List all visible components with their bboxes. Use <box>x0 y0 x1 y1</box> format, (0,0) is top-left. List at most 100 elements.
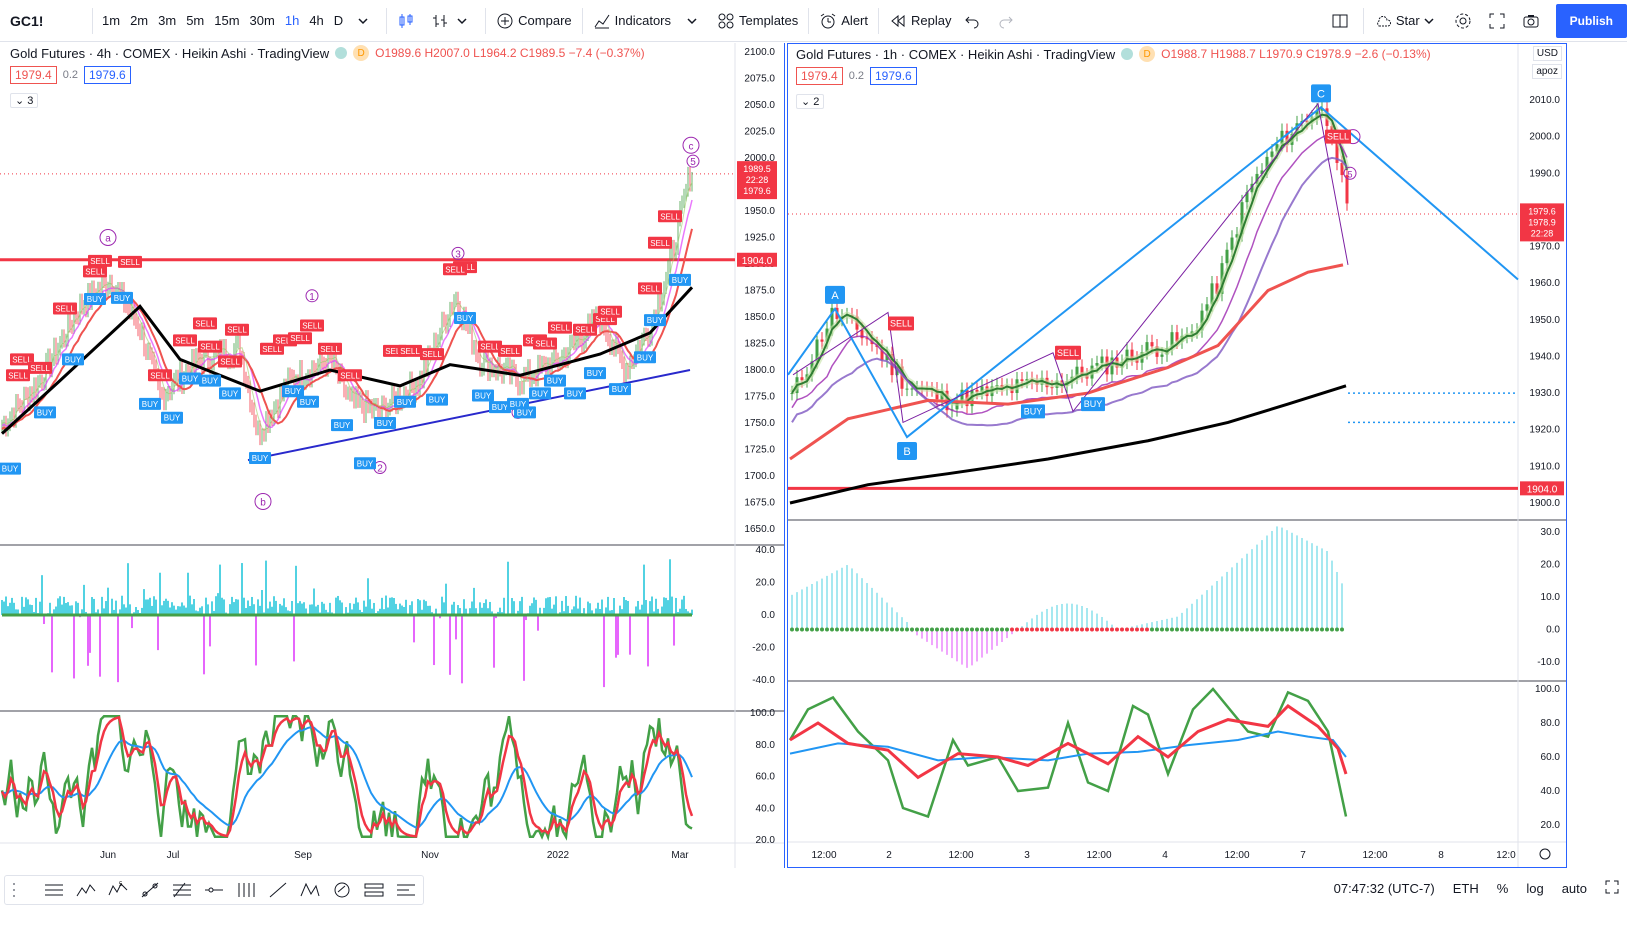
interval-15m[interactable]: 15m <box>214 13 240 28</box>
indicators-button[interactable]: Indicators <box>587 0 677 42</box>
time-tick-label: Sep <box>294 850 312 861</box>
fullscreen-corner-icon[interactable] <box>1605 880 1619 897</box>
time-tick-label: Jul <box>167 850 180 861</box>
symbol-search[interactable]: GC1! <box>10 12 44 29</box>
text-tool-icon[interactable] <box>363 880 385 900</box>
sell-signal-tag <box>533 337 557 350</box>
price-tick-label: 1725.0 <box>744 445 775 456</box>
indicators-dropdown[interactable] <box>677 0 711 42</box>
sell-price-button[interactable]: 1979.4 <box>10 66 57 84</box>
buy-signal-label: BUY <box>114 294 131 303</box>
delayed-data-icon: D <box>1139 46 1156 62</box>
left-chart-canvas[interactable]: 2100.02075.02050.02025.02000.01975.01950… <box>0 43 785 868</box>
interval-2m[interactable]: 2m <box>130 13 149 28</box>
percent-scale-toggle[interactable]: % <box>1496 881 1509 896</box>
buy-signal-tag <box>161 411 183 424</box>
fib-retracement-icon[interactable] <box>171 880 193 900</box>
chevron-down-icon <box>687 17 697 24</box>
interval-5m[interactable]: 5m <box>186 13 205 28</box>
buy-signal-label: BUY <box>164 414 181 423</box>
alert-button[interactable]: Alert <box>813 0 874 42</box>
interval-3m[interactable]: 3m <box>158 13 177 28</box>
redo-button[interactable] <box>991 0 1025 42</box>
scale-mode-selector[interactable]: apoz <box>1532 64 1562 79</box>
bar-style-button[interactable] <box>391 0 425 42</box>
candle-body <box>1175 332 1179 342</box>
osc-zero-dot <box>1035 627 1039 632</box>
right-chart-panel[interactable]: 2010.02000.01990.01980.01970.01960.01950… <box>787 43 1567 868</box>
menu-icon[interactable] <box>43 880 65 900</box>
compare-button[interactable]: Compare <box>490 0 577 42</box>
interval-1h[interactable]: 1h <box>284 13 300 28</box>
osc-zero-dot <box>1260 627 1264 632</box>
layout-button[interactable] <box>1325 0 1359 42</box>
templates-button[interactable]: Templates <box>711 0 804 42</box>
session-toggle[interactable]: ETH <box>1452 881 1479 896</box>
horizontal-ray-icon[interactable] <box>203 880 225 900</box>
interval-1m[interactable]: 1m <box>102 13 121 28</box>
auto-scale-toggle[interactable]: auto <box>1561 881 1587 896</box>
buy-signal-tag <box>219 387 241 400</box>
osc-zero-dot <box>865 627 869 632</box>
sell-signal-tag <box>398 344 422 357</box>
wave-label-circle <box>305 289 319 303</box>
indicator-collapse-button[interactable]: ⌄ 2 <box>796 94 825 109</box>
xabcd-pattern-icon[interactable] <box>299 880 321 900</box>
left-chart-panel[interactable]: 2100.02075.02050.02025.02000.01975.01950… <box>0 43 785 868</box>
ray-icon[interactable] <box>267 880 289 900</box>
candle-body <box>1075 366 1079 377</box>
osc-zero-dot <box>995 627 999 632</box>
interval-30m[interactable]: 30m <box>249 13 275 28</box>
chevron-down-icon <box>358 17 368 24</box>
buy-signal-tag <box>34 406 56 419</box>
brush-icon[interactable] <box>331 880 353 900</box>
buy-price-button[interactable]: 1979.6 <box>84 66 131 84</box>
osc-zero-dot <box>845 627 849 632</box>
publish-button[interactable]: Publish <box>1555 3 1627 38</box>
trend-line-icon[interactable] <box>139 880 161 900</box>
buy-signal-tag <box>514 406 536 419</box>
wave-pattern-icon[interactable] <box>75 880 97 900</box>
osc-zero-dot <box>965 627 969 632</box>
snapshot-button[interactable] <box>1516 0 1550 42</box>
fullscreen-button[interactable] <box>1482 0 1516 42</box>
interval-4h[interactable]: 4h <box>309 13 324 28</box>
osc-zero-dot <box>1170 627 1174 632</box>
star-label: Star <box>1395 13 1420 28</box>
candle-body <box>1125 349 1129 362</box>
chart-type-button[interactable] <box>425 0 481 42</box>
undo-button[interactable] <box>957 0 991 42</box>
plus-circle-icon <box>497 13 513 28</box>
osc-zero-dot <box>1155 627 1159 632</box>
sell-signal-tag <box>573 323 597 336</box>
osc-zero-dot <box>810 627 814 632</box>
wave-label-circle <box>99 229 117 246</box>
settings-button[interactable] <box>1448 0 1482 42</box>
osc-zero-dot <box>1310 627 1314 632</box>
star-layout-button[interactable]: Star <box>1368 0 1448 42</box>
measure-icon[interactable] <box>395 880 417 900</box>
compare-label: Compare <box>518 13 572 28</box>
elliott-wave-icon[interactable]: 5 <box>107 880 129 900</box>
interval-D[interactable]: D <box>333 13 344 28</box>
rsi-slow-line <box>1 726 693 829</box>
indicator-collapse-button[interactable]: ⌄ 3 <box>10 93 39 108</box>
log-scale-toggle[interactable]: log <box>1526 881 1544 896</box>
clock-display[interactable]: 07:47:32 (UTC-7) <box>1333 881 1435 896</box>
buy-price-button[interactable]: 1979.6 <box>870 67 917 85</box>
buy-signal-tag <box>374 417 396 429</box>
right-chart-canvas[interactable]: 2010.02000.01990.01980.01970.01960.01950… <box>788 44 1567 868</box>
ma-slow-line <box>791 156 1348 427</box>
sell-signal-label: SELL <box>422 350 442 359</box>
currency-selector[interactable]: USD <box>1532 46 1562 61</box>
replay-button[interactable]: Replay <box>883 0 957 42</box>
drag-handle-icon[interactable] <box>11 880 33 900</box>
sell-price-button[interactable]: 1979.4 <box>796 67 843 85</box>
time-tick-label: 7 <box>1300 850 1306 861</box>
interval-dropdown[interactable] <box>348 0 382 42</box>
sell-signal-label: SELL <box>55 305 75 314</box>
candles-icon <box>399 13 413 28</box>
rsi-tick-label: 40.0 <box>756 803 776 814</box>
buy-signal-label: BUY <box>65 355 82 364</box>
parallel-channel-icon[interactable] <box>235 880 257 900</box>
